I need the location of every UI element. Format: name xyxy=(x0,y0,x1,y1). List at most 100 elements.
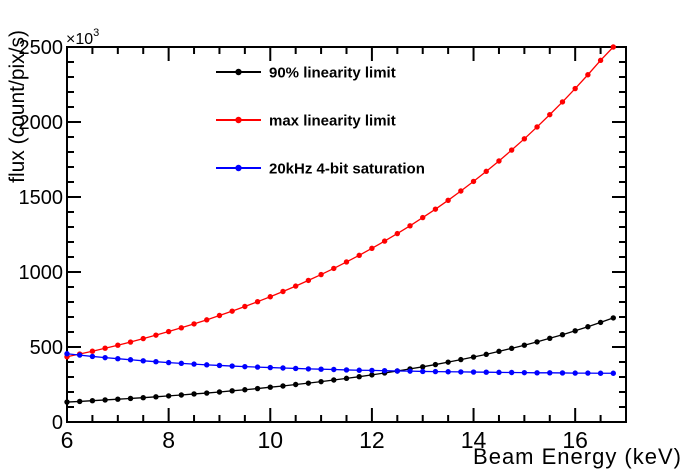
data-point-marker xyxy=(547,335,553,341)
series-line xyxy=(66,46,614,358)
data-point-marker xyxy=(89,353,96,360)
data-point-marker xyxy=(280,383,286,389)
data-point-marker xyxy=(445,369,451,375)
series-90-linearity-limit xyxy=(64,315,616,405)
data-point-marker xyxy=(318,271,324,278)
data-point-marker xyxy=(216,362,223,369)
data-point-marker xyxy=(572,370,578,376)
data-point-marker xyxy=(267,384,273,390)
data-point-marker xyxy=(369,372,375,378)
data-point-marker xyxy=(420,364,426,370)
data-point-marker xyxy=(127,339,134,345)
data-point-marker xyxy=(229,308,235,314)
data-point-marker xyxy=(547,370,553,376)
series-line xyxy=(66,317,614,403)
data-point-marker xyxy=(204,317,210,323)
y-tick-label: 500 xyxy=(30,337,63,359)
axis-tick-labels: 6 8 10 12 14 16 0 500 1000 1500 2000 2500 xyxy=(19,37,588,453)
data-point-marker xyxy=(343,367,350,373)
data-point-marker xyxy=(407,223,413,229)
data-point-marker xyxy=(292,283,299,289)
data-point-marker xyxy=(458,356,464,363)
legend-label: max linearity limit xyxy=(269,113,396,130)
data-point-marker xyxy=(597,319,604,326)
legend-label: 20kHz 4-bit saturation xyxy=(269,161,425,178)
data-point-marker xyxy=(369,245,375,251)
data-point-marker xyxy=(64,351,70,357)
legend: 90% linearity limit max linearity limit 20… xyxy=(216,65,425,178)
data-point-marker xyxy=(102,345,108,351)
data-point-marker xyxy=(521,136,528,142)
legend-marker xyxy=(235,68,242,76)
data-point-marker xyxy=(292,381,299,388)
data-point-marker xyxy=(610,44,616,50)
data-point-marker xyxy=(127,395,134,402)
legend-entry-90-linearity-limit: 90% linearity limit xyxy=(216,65,396,82)
data-point-marker xyxy=(496,348,502,355)
data-point-marker xyxy=(267,294,273,300)
series-20khz-4-bit-saturation xyxy=(64,351,616,376)
data-point-marker xyxy=(216,312,223,319)
data-point-marker xyxy=(153,332,159,338)
data-point-marker xyxy=(610,315,616,321)
data-point-marker xyxy=(458,369,464,375)
data-point-marker xyxy=(280,288,286,295)
data-point-marker xyxy=(356,252,362,259)
data-point-marker xyxy=(432,361,439,368)
y-tick-label: 2000 xyxy=(19,112,64,134)
legend-marker xyxy=(235,164,242,172)
data-point-marker xyxy=(483,369,489,375)
data-point-marker xyxy=(254,299,261,305)
data-point-marker xyxy=(559,370,566,376)
x-tick-label: 6 xyxy=(61,427,74,453)
data-point-marker xyxy=(89,398,96,404)
data-point-marker xyxy=(343,375,350,382)
data-point-marker xyxy=(585,72,591,78)
data-point-marker xyxy=(204,390,210,396)
data-point-marker xyxy=(165,328,172,335)
y-tick-label: 1000 xyxy=(19,262,64,284)
y-axis-title: flux (count/pix/s) xyxy=(6,30,29,183)
data-point-marker xyxy=(508,369,515,376)
x-tick-label: 10 xyxy=(257,427,283,453)
data-point-marker xyxy=(254,364,261,370)
data-point-marker xyxy=(140,358,146,364)
legend-marker xyxy=(235,116,242,124)
data-point-marker xyxy=(242,387,248,393)
data-point-marker xyxy=(572,328,578,334)
data-point-marker xyxy=(191,321,197,327)
data-point-marker xyxy=(305,380,312,386)
data-point-marker xyxy=(534,370,540,376)
x-tick-label: 8 xyxy=(162,427,175,453)
data-point-marker xyxy=(229,388,235,394)
series-max-linearity-limit xyxy=(64,44,616,360)
data-point-marker xyxy=(102,397,108,403)
data-point-marker xyxy=(318,366,324,372)
x-tick-label: 16 xyxy=(562,427,588,453)
y-tick-label: 0 xyxy=(52,412,63,434)
data-point-marker xyxy=(191,391,197,397)
axis-ticks xyxy=(67,47,626,422)
data-point-marker xyxy=(508,345,515,352)
data-point-marker xyxy=(356,367,362,373)
legend-label: 90% linearity limit xyxy=(269,65,396,82)
data-point-marker xyxy=(470,178,477,185)
data-point-marker xyxy=(140,395,146,401)
data-point-marker xyxy=(420,214,426,221)
data-point-marker xyxy=(178,325,185,331)
y-tick-label: 2500 xyxy=(19,37,64,59)
data-point-marker xyxy=(585,370,591,376)
data-point-marker xyxy=(216,389,223,395)
legend-entry-max-linearity-limit: max linearity limit xyxy=(216,113,396,130)
data-point-marker xyxy=(458,188,464,194)
data-point-marker xyxy=(496,158,502,164)
data-point-marker xyxy=(254,385,261,392)
data-point-marker xyxy=(204,362,210,368)
data-point-marker xyxy=(547,111,553,118)
data-point-marker xyxy=(191,361,197,367)
data-point-marker xyxy=(521,369,528,376)
data-point-marker xyxy=(242,363,248,370)
data-point-marker xyxy=(305,366,312,372)
x-tick-label: 14 xyxy=(461,427,487,453)
